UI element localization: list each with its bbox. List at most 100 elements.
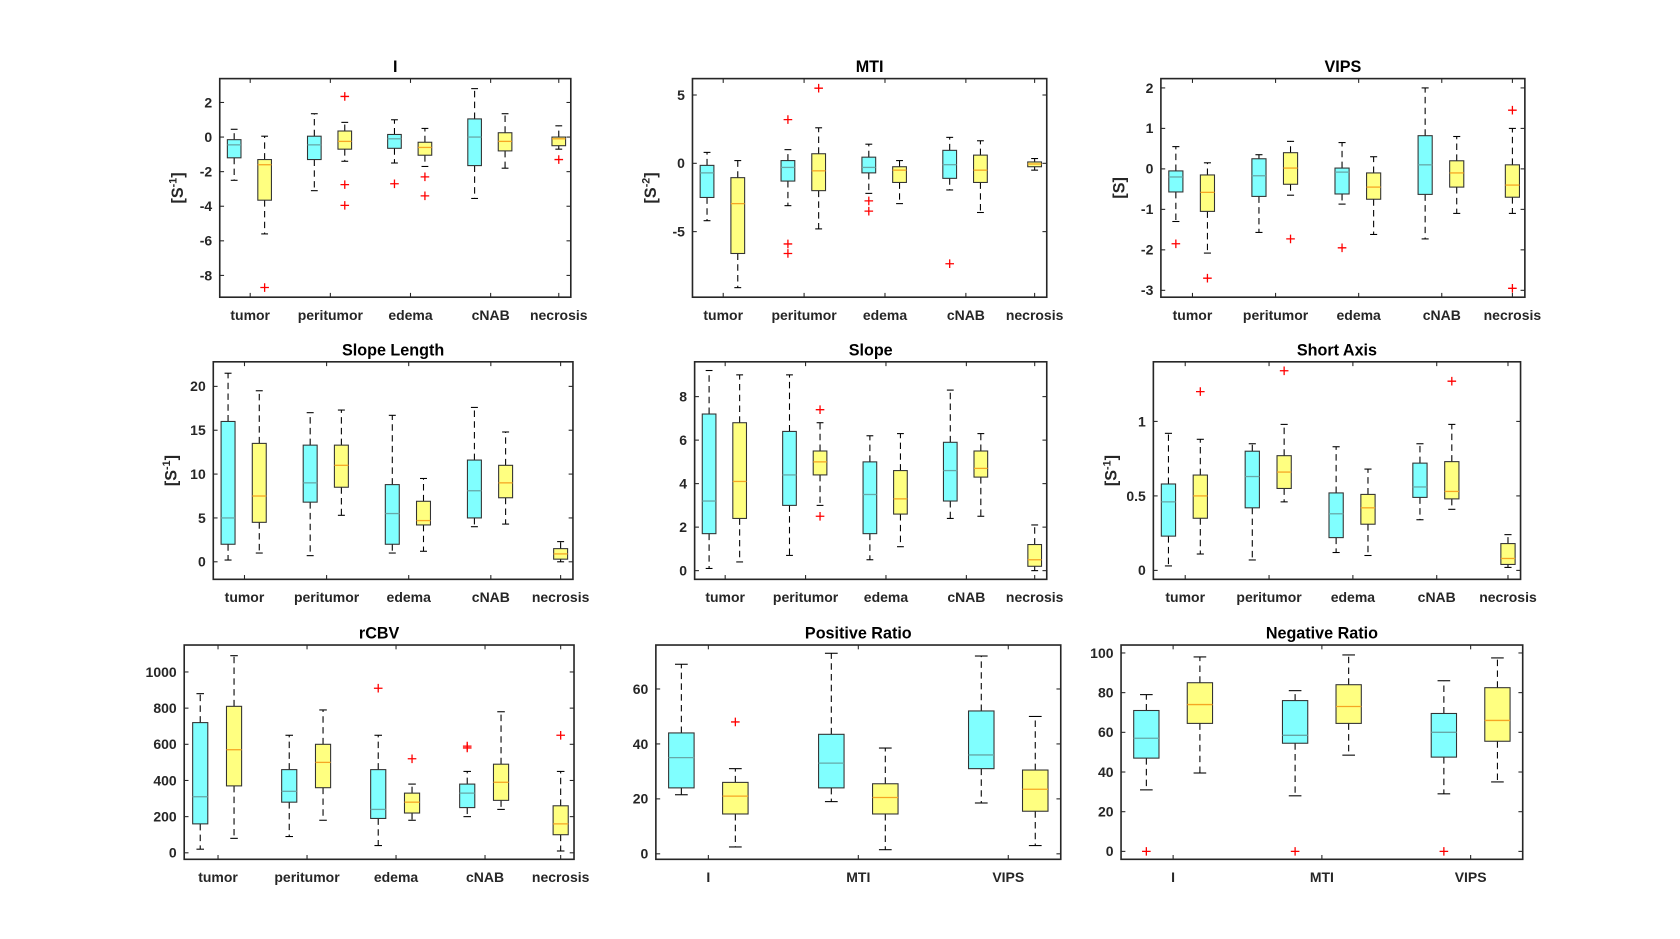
outlier-marker <box>1290 847 1300 856</box>
y-tick-label: -3 <box>1141 282 1154 298</box>
plot-area <box>183 644 575 861</box>
box-VIPS-b <box>1484 657 1511 783</box>
y-tick-label: 60 <box>1098 724 1114 740</box>
outlier-marker <box>783 115 793 124</box>
x-tick-label: cNAB <box>1423 307 1461 323</box>
box-tumor-a <box>226 128 242 181</box>
boxplot-panel-2: VIPS -3 -2 -1 0 1 2 tumor peritumor edema cNAB necr… <box>1110 58 1541 323</box>
box-edema-a <box>387 119 402 189</box>
outlier-marker <box>864 196 874 206</box>
box-edema-b <box>1360 468 1376 557</box>
iqr-box <box>1133 709 1160 759</box>
boxplot-panel-6: rCBV 0 200 400 600 800 1000 tumor peritumor edema… <box>146 625 590 885</box>
iqr-box <box>811 153 827 192</box>
x-tick-label: necrosis <box>532 869 590 885</box>
iqr-box <box>861 156 877 174</box>
y-tick-label: 0 <box>677 155 685 171</box>
y-axis-label: [S-1] <box>168 172 187 203</box>
plot-area <box>691 77 1048 299</box>
x-tick-label: edema <box>864 589 909 605</box>
box-peritumor-b <box>812 405 828 521</box>
box-tumor-b <box>257 135 272 292</box>
outlier-marker <box>420 172 430 182</box>
plot-area <box>1152 361 1522 581</box>
iqr-box <box>1449 160 1465 188</box>
outlier-marker <box>407 754 417 764</box>
y-tick-label: 6 <box>679 432 687 448</box>
x-tick-label: tumor <box>230 307 270 323</box>
y-tick-label: 0 <box>1138 562 1146 578</box>
iqr-box <box>942 441 958 502</box>
box-necrosis-b <box>1504 105 1521 293</box>
box-edema-b <box>417 127 433 201</box>
box-peritumor-b <box>1276 366 1292 503</box>
x-tick-label: cNAB <box>472 589 510 605</box>
iqr-box <box>1251 158 1267 197</box>
y-tick-label: 0 <box>1146 161 1154 177</box>
outlier-marker <box>373 683 383 693</box>
box-peritumor-a <box>302 412 318 557</box>
y-tick-label: 20 <box>1098 804 1114 820</box>
y-tick-label: 20 <box>190 378 206 394</box>
y-tick-label: -2 <box>1141 242 1154 258</box>
outlier-marker <box>556 730 565 740</box>
iqr-box <box>1430 712 1458 758</box>
y-tick-label: 40 <box>1098 764 1114 780</box>
x-tick-label: cNAB <box>1418 589 1456 605</box>
y-tick-label: 0 <box>1106 843 1114 859</box>
box-peritumor-b <box>811 83 827 230</box>
y-tick-label: 0 <box>198 554 206 570</box>
boxplot-panel-4: Slope 0 2 4 6 8 tumor peritumor edema cNAB necrosi… <box>679 341 1063 605</box>
y-tick-label: 40 <box>633 736 649 752</box>
iqr-box <box>893 470 908 515</box>
box-cNAB-b <box>973 433 989 517</box>
y-axis-label-base: [S <box>642 187 660 203</box>
outlier-marker <box>1286 234 1295 244</box>
iqr-box <box>337 130 353 150</box>
y-axis-label-exponent: -2 <box>640 178 652 188</box>
x-tick-label: peritumor <box>1236 589 1302 605</box>
y-tick-label: 2 <box>204 94 212 110</box>
box-edema-b <box>892 160 907 205</box>
outlier-marker <box>340 201 350 210</box>
outlier-marker <box>340 92 350 101</box>
box-peritumor-a <box>306 113 322 192</box>
iqr-box <box>1281 700 1309 744</box>
box-necrosis-b <box>551 125 567 164</box>
box-cNAB-b <box>492 711 510 810</box>
box-peritumor-a <box>780 115 796 258</box>
y-axis-label: [S-1] <box>161 455 180 486</box>
iqr-box <box>192 722 209 825</box>
x-tick-label: edema <box>863 307 908 323</box>
y-tick-label: 8 <box>679 388 687 404</box>
iqr-box <box>872 783 899 815</box>
outlier-marker <box>1171 239 1181 249</box>
box-tumor-a <box>701 369 717 569</box>
iqr-box <box>415 500 432 526</box>
plot-area <box>212 361 574 581</box>
x-tick-label: peritumor <box>1243 307 1309 323</box>
y-tick-label: 4 <box>679 475 687 491</box>
iqr-box <box>1360 493 1376 525</box>
outlier-marker <box>945 259 954 269</box>
box-peritumor-b <box>1282 140 1299 244</box>
y-axis-label-base: [S <box>163 470 181 486</box>
iqr-box <box>1504 164 1521 198</box>
x-tick-label: peritumor <box>771 307 837 323</box>
x-tick-label: VIPS <box>1455 869 1487 885</box>
x-tick-label: I <box>706 869 710 885</box>
box-edema-b <box>415 477 432 552</box>
box-I-a <box>1133 694 1160 856</box>
y-axis-label-exponent: -1 <box>168 178 180 188</box>
plot-area <box>218 77 572 299</box>
panel-title: Short Axis <box>1297 341 1377 359</box>
y-tick-label: -2 <box>200 163 213 179</box>
y-tick-label: 20 <box>633 791 649 807</box>
box-cNAB-b <box>1444 376 1460 510</box>
box-cNAB-b <box>498 431 514 525</box>
box-edema-a <box>862 435 878 561</box>
y-tick-label: 5 <box>677 87 685 103</box>
iqr-box <box>333 444 349 488</box>
iqr-box <box>1484 687 1511 742</box>
